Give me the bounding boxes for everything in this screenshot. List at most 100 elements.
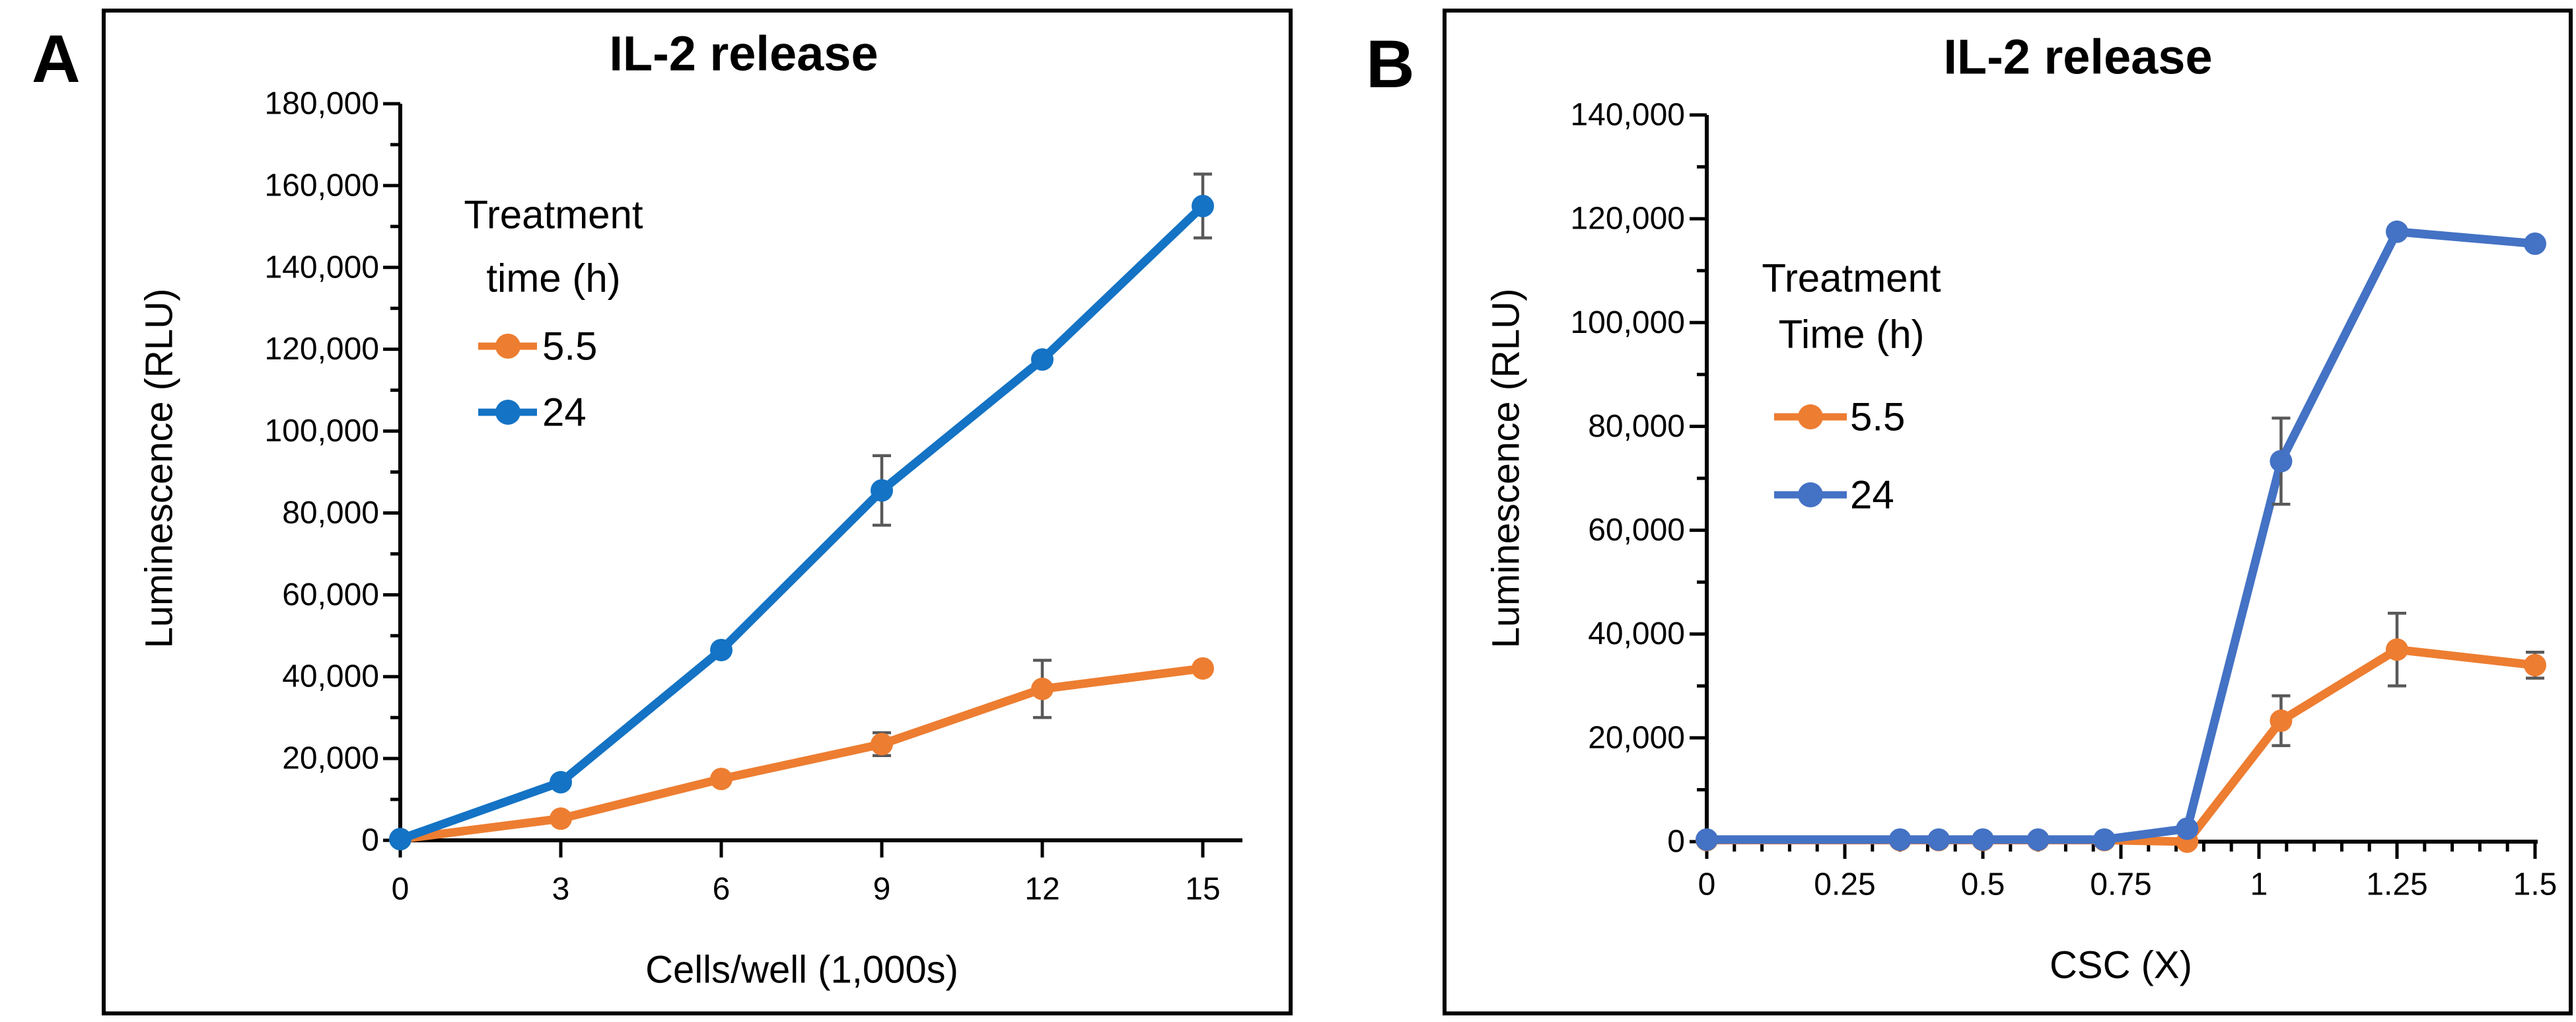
data-point [710,768,733,791]
y-tick-labels: 0 20,000 40,000 60,000 80,000 100,000 120,000 1… [1570,98,1685,859]
data-point [1696,828,1718,851]
series-24 [389,172,1214,851]
data-point [710,638,733,661]
y-axis-ticks [1690,113,1707,844]
series-line [1702,227,2540,844]
legend-title: Treatment [1762,256,1941,301]
data-point [871,479,893,502]
legend-marker [495,334,520,359]
data-point [1888,828,1912,851]
legend: Treatment time (h) 5.5 24 [464,193,643,435]
x-tick-label: 0 [392,872,410,907]
y-tick-label: 40,000 [282,659,379,694]
legend-label: 5.5 [542,324,597,369]
legend-marker [1798,404,1823,429]
y-tick-label: 80,000 [1588,409,1685,444]
data-point [389,828,411,851]
data-point [1031,677,1054,700]
legend-label: 5.5 [1850,395,1905,439]
series-5.5 [1696,612,2546,853]
x-tick-labels: 0 0.25 0.5 0.75 1 1.25 1.5 [1698,867,2558,902]
y-tick-label: 120,000 [1570,201,1685,237]
panel-label-b: B [1366,26,1415,102]
x-tick-label: 6 [713,872,731,907]
legend-item-5.5: 5.5 [478,324,597,369]
y-tick-label: 140,000 [264,250,379,285]
x-tick-label: 3 [552,872,570,907]
data-point [2386,220,2408,243]
data-point [2524,653,2546,676]
series-line [1702,645,2540,846]
y-tick-label: 120,000 [264,332,379,367]
legend-item-24: 24 [1774,473,1894,517]
panel-b: 0 20,000 40,000 60,000 80,000 100,000 120,000 1… [1443,9,2573,1015]
series-line [396,664,1207,844]
data-point [2386,638,2408,661]
legend-label: 24 [542,390,587,435]
legend-title: Treatment [464,193,643,237]
y-tick-label: 20,000 [282,741,379,776]
y-axis-title: Luminescence (RLU) [1485,289,1528,649]
data-point [871,733,893,756]
x-axis-title: Cells/well (1,000s) [645,949,958,992]
legend: Treatment Time (h) 5.5 24 [1762,256,1941,517]
series-line [396,201,1207,844]
x-tick-label: 1.25 [2366,867,2427,902]
y-tick-label: 20,000 [1588,720,1685,755]
chart-title: IL-2 release [609,26,878,81]
x-tick-labels: 0 3 6 9 12 15 [392,872,1221,907]
chart-a-svg: 0 20,000 40,000 60,000 80,000 100,000 120,000 1… [138,26,1242,992]
legend-marker [495,400,520,425]
x-tick-label: 0.75 [2090,867,2151,902]
x-tick-label: 0 [1698,867,1716,902]
panel-a: 0 20,000 40,000 60,000 80,000 100,000 120,000 1… [102,9,1293,1015]
y-axis-title: Luminescence (RLU) [138,289,181,649]
series-5.5 [389,657,1214,851]
data-point [1972,828,1994,851]
y-tick-label: 100,000 [264,414,379,449]
chart-title: IL-2 release [1943,30,2212,85]
legend-item-24: 24 [478,390,587,435]
data-point [2270,709,2293,732]
chart-b-svg: 0 20,000 40,000 60,000 80,000 100,000 120,000 1… [1485,30,2558,987]
data-point [1031,348,1054,371]
series-24 [1696,220,2546,851]
data-point [2093,828,2116,851]
y-tick-label: 80,000 [282,495,379,530]
data-point [550,807,572,830]
x-tick-label: 0.25 [1814,867,1875,902]
data-point [2176,817,2199,840]
legend-title: Time (h) [1778,312,1924,357]
y-tick-label: 160,000 [264,168,379,203]
axes [1705,115,2538,844]
data-point [2270,450,2293,473]
y-tick-label: 0 [1667,824,1685,859]
legend-item-5.5: 5.5 [1774,395,1905,439]
y-tick-label: 0 [361,823,379,858]
y-tick-label: 40,000 [1588,616,1685,651]
y-tick-label: 100,000 [1570,305,1685,340]
y-tick-label: 60,000 [282,577,379,612]
y-tick-label: 140,000 [1570,98,1685,133]
data-point [550,771,572,794]
x-tick-label: 9 [873,872,891,907]
legend-marker [1798,482,1823,507]
x-tick-label: 1.5 [2513,867,2558,902]
x-tick-label: 12 [1024,872,1059,907]
legend-title: time (h) [486,256,620,301]
data-point [2026,828,2050,851]
y-tick-label: 60,000 [1588,513,1685,548]
data-point [1927,828,1950,851]
y-tick-labels: 0 20,000 40,000 60,000 80,000 100,000 120,000 1… [264,87,379,858]
data-point [1192,194,1214,217]
x-tick-label: 0.5 [1961,867,2005,902]
x-tick-label: 15 [1185,872,1220,907]
error-bars [2272,612,2544,747]
data-point [2524,232,2546,255]
x-axis-title: CSC (X) [2050,944,2192,987]
x-axis-ticks [398,840,1205,858]
data-point [1192,657,1214,680]
legend-label: 24 [1850,473,1894,517]
x-tick-label: 1 [2250,867,2268,902]
